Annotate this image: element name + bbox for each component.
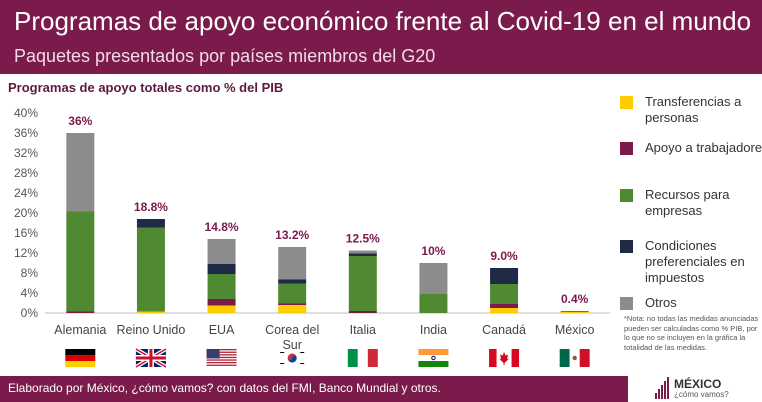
bar-segment — [490, 304, 519, 308]
legend-label: Condiciones preferenciales en impuestos — [645, 238, 745, 285]
bar-segment — [278, 303, 307, 305]
x-tick-label: México — [555, 323, 595, 337]
header-banner: Programas de apoyo económico frente al C… — [0, 0, 762, 74]
bar-segment — [207, 274, 236, 299]
logo-name: MÉXICO — [674, 377, 722, 391]
mexico-flag-icon — [559, 349, 590, 367]
y-tick-label: 20% — [14, 206, 38, 220]
legend-label: Apoyo a trabajadores — [645, 140, 762, 155]
logo: MÉXICO ¿cómo vamos? — [655, 377, 729, 399]
bar-segment — [348, 250, 377, 254]
page-subtitle: Paquetes presentados por países miembros… — [14, 46, 436, 66]
bar-total-label: 36% — [68, 114, 92, 128]
bar-segment — [560, 312, 589, 313]
page-title: Programas de apoyo económico frente al C… — [14, 6, 752, 36]
legend-swatch — [620, 240, 633, 253]
footer-bar: Elaborado por México, ¿cómo vamos? con d… — [0, 376, 628, 402]
footnote: *Nota: no todas las medidas anunciadas p… — [624, 314, 759, 352]
y-tick-label: 36% — [14, 126, 38, 140]
bar-segment — [66, 311, 95, 313]
x-tick-label: Italia — [350, 323, 376, 337]
y-tick-label: 16% — [14, 226, 38, 240]
legend-swatch — [620, 297, 633, 310]
y-tick-label: 28% — [14, 166, 38, 180]
legend-label: Otros — [645, 295, 677, 310]
bar-segment — [419, 294, 448, 313]
legend-item-trabajadores: Apoyo a trabajadores — [620, 140, 762, 156]
x-tick-label: Reino Unido — [117, 323, 186, 337]
bar-segment — [278, 283, 307, 304]
x-tick-label: EUA — [209, 323, 235, 337]
bar-total-label: 9.0% — [490, 249, 518, 263]
bar-total-label: 18.8% — [134, 200, 168, 214]
germany-flag-icon — [65, 349, 96, 367]
bar-segment — [278, 305, 307, 313]
logo-tagline: ¿cómo vamos? — [674, 390, 729, 399]
bar-segment — [207, 305, 236, 313]
usa-flag-icon — [206, 349, 237, 367]
korea-flag-icon — [277, 349, 308, 367]
italy-flag-icon — [347, 349, 378, 367]
bar-segment — [278, 247, 307, 280]
y-tick-label: 0% — [21, 306, 39, 320]
y-tick-label: 8% — [21, 266, 39, 280]
bar-segment — [490, 308, 519, 313]
bar-segment — [348, 256, 377, 311]
x-tick-label: India — [420, 323, 447, 337]
legend-label: Transferencias a personas — [645, 94, 742, 125]
y-tick-label: 24% — [14, 186, 38, 200]
y-tick-label: 4% — [21, 286, 39, 300]
legend-swatch — [620, 189, 633, 202]
logo-bars-icon — [655, 377, 670, 399]
bar-total-label: 13.2% — [275, 228, 309, 242]
x-tick-label: Canadá — [482, 323, 526, 337]
y-tick-label: 32% — [14, 146, 38, 160]
bar-segment — [66, 133, 95, 212]
legend-item-otros: Otros — [620, 295, 762, 311]
bar-segment — [136, 311, 165, 313]
bar-segment — [419, 263, 448, 294]
bar-total-label: 0.4% — [561, 292, 589, 306]
bar-segment — [490, 268, 519, 284]
bar-segment — [348, 253, 377, 256]
legend-item-transferencias: Transferencias a personas — [620, 94, 762, 126]
bar-segment — [136, 227, 165, 312]
y-tick-label: 40% — [14, 106, 38, 120]
bar-segment — [490, 284, 519, 304]
source-text: Elaborado por México, ¿cómo vamos? con d… — [8, 381, 441, 395]
y-tick-label: 12% — [14, 246, 38, 260]
india-flag-icon — [418, 349, 449, 367]
x-tick-label: Corea del — [265, 323, 319, 337]
canada-flag-icon — [489, 349, 520, 367]
bar-chart: 0% 4% 8% 12% 16% 20% 24% 28% 32% 36% 40% 36% Alemani… — [14, 106, 610, 369]
bar-segment — [207, 299, 236, 306]
bar-segment — [348, 311, 377, 313]
uk-flag-icon — [134, 347, 167, 369]
bar-segment — [136, 219, 165, 228]
bar-segment — [207, 264, 236, 274]
legend-swatch — [620, 96, 633, 109]
bar-total-label: 10% — [421, 244, 445, 258]
x-tick-label: Sur — [282, 338, 301, 352]
bar-segment — [560, 311, 589, 312]
legend-item-empresas: Recursos para empresas — [620, 187, 762, 219]
legend-swatch — [620, 142, 633, 155]
bar-total-label: 14.8% — [205, 220, 239, 234]
chart-title: Programas de apoyo totales como % del PI… — [8, 80, 284, 95]
x-tick-label: Alemania — [54, 323, 106, 337]
bar-segment — [66, 211, 95, 312]
bar-total-label: 12.5% — [346, 232, 380, 246]
legend-label: Recursos para empresas — [645, 187, 730, 218]
bar-segment — [207, 239, 236, 264]
bar-segment — [278, 279, 307, 284]
legend-item-impuestos: Condiciones preferenciales en impuestos — [620, 238, 762, 286]
